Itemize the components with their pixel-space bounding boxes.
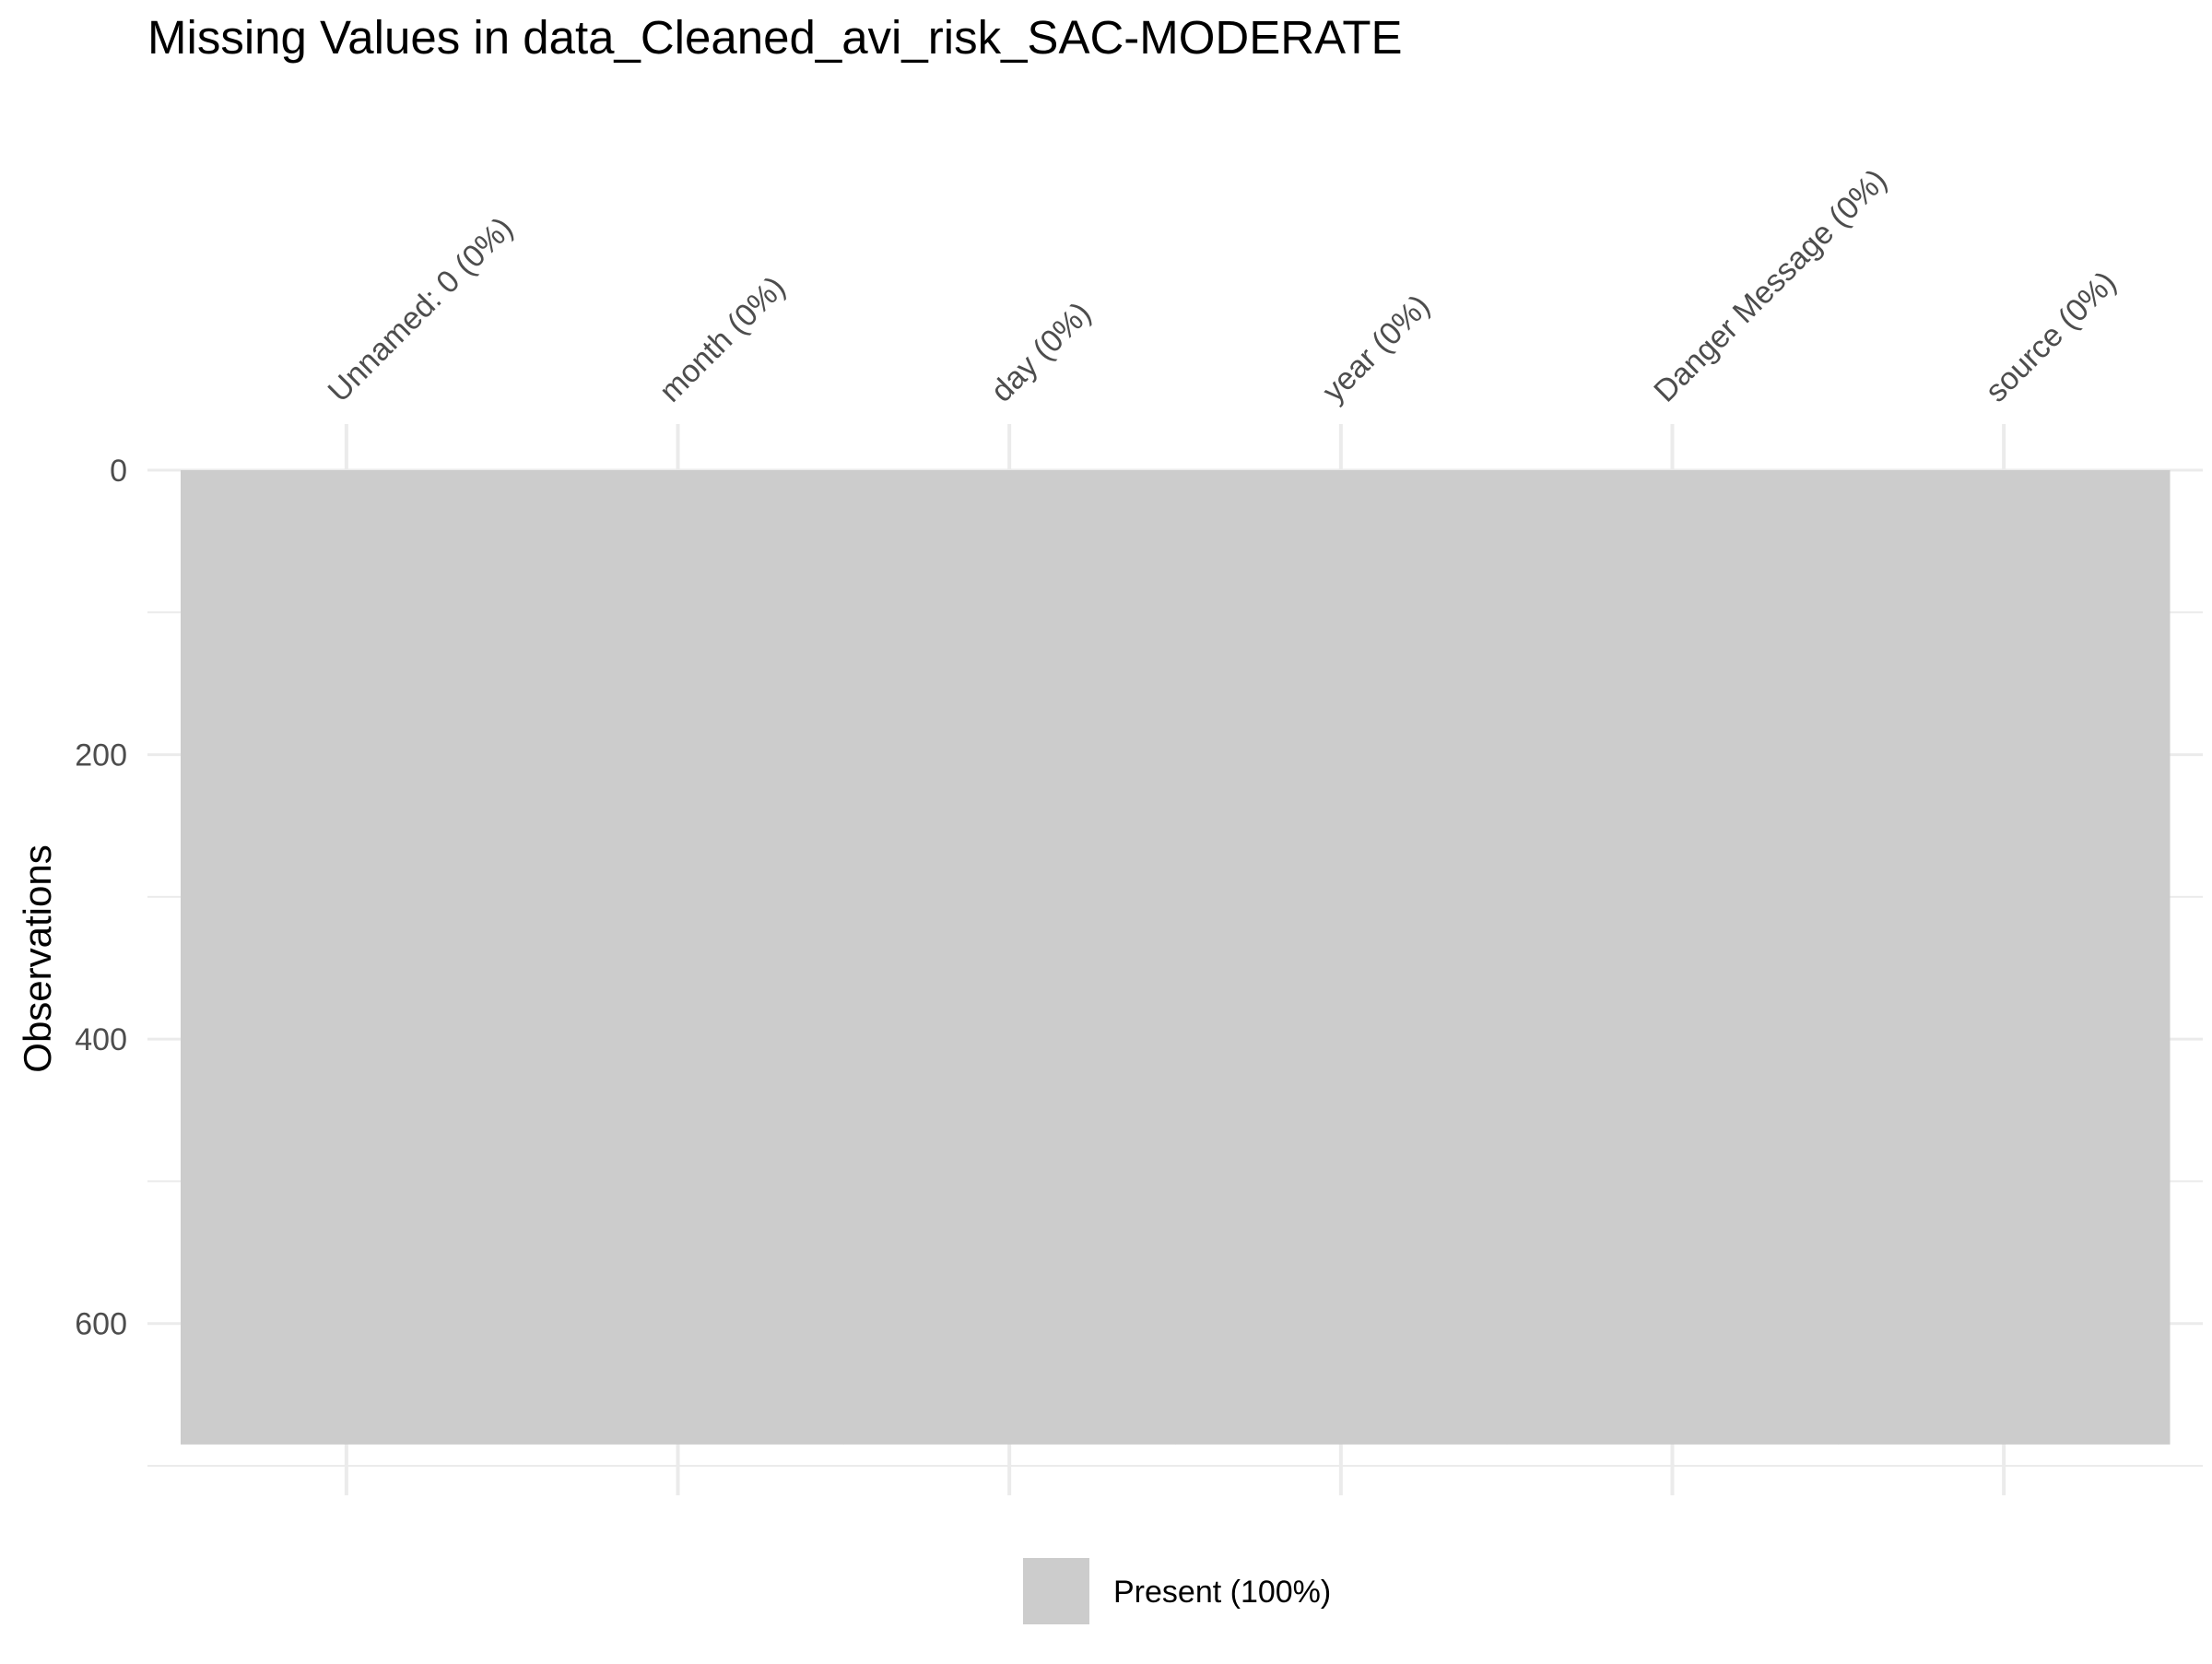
x-tick-label: Danger Message (0%) — [1647, 162, 1893, 408]
x-tick-label: day (0%) — [984, 296, 1098, 409]
y-tick-label: 0 — [110, 454, 127, 489]
y-tick-label: 600 — [75, 1307, 127, 1342]
present-cells-column — [1175, 470, 1508, 1445]
chart-title: Missing Values in data_Cleaned_avi_risk_… — [147, 11, 1403, 64]
present-cells-column — [181, 470, 513, 1445]
present-cells-column — [1838, 470, 2171, 1445]
x-tick-label: source (0%) — [1979, 265, 2123, 408]
x-tick-label: year (0%) — [1316, 289, 1437, 409]
y-tick-layer: 0 200 400 600 — [75, 454, 127, 1342]
present-cells-column — [512, 470, 844, 1445]
legend: Present (100%) — [1023, 1558, 1331, 1624]
legend-swatch — [1023, 1558, 1089, 1624]
legend-label: Present (100%) — [1113, 1575, 1331, 1610]
y-axis-label: Observations — [16, 844, 59, 1072]
present-cells-column — [843, 470, 1176, 1445]
y-tick-label: 200 — [75, 738, 127, 773]
x-tick-label: month (0%) — [653, 270, 792, 409]
y-tick-label: 400 — [75, 1022, 127, 1057]
data-layer — [181, 470, 2171, 1445]
present-cells-column — [1506, 470, 1839, 1445]
x-tick-layer: Unnamed: 0 (0%) month (0%) day (0%) year (0… — [322, 162, 2124, 408]
x-tick-label: Unnamed: 0 (0%) — [322, 210, 520, 408]
